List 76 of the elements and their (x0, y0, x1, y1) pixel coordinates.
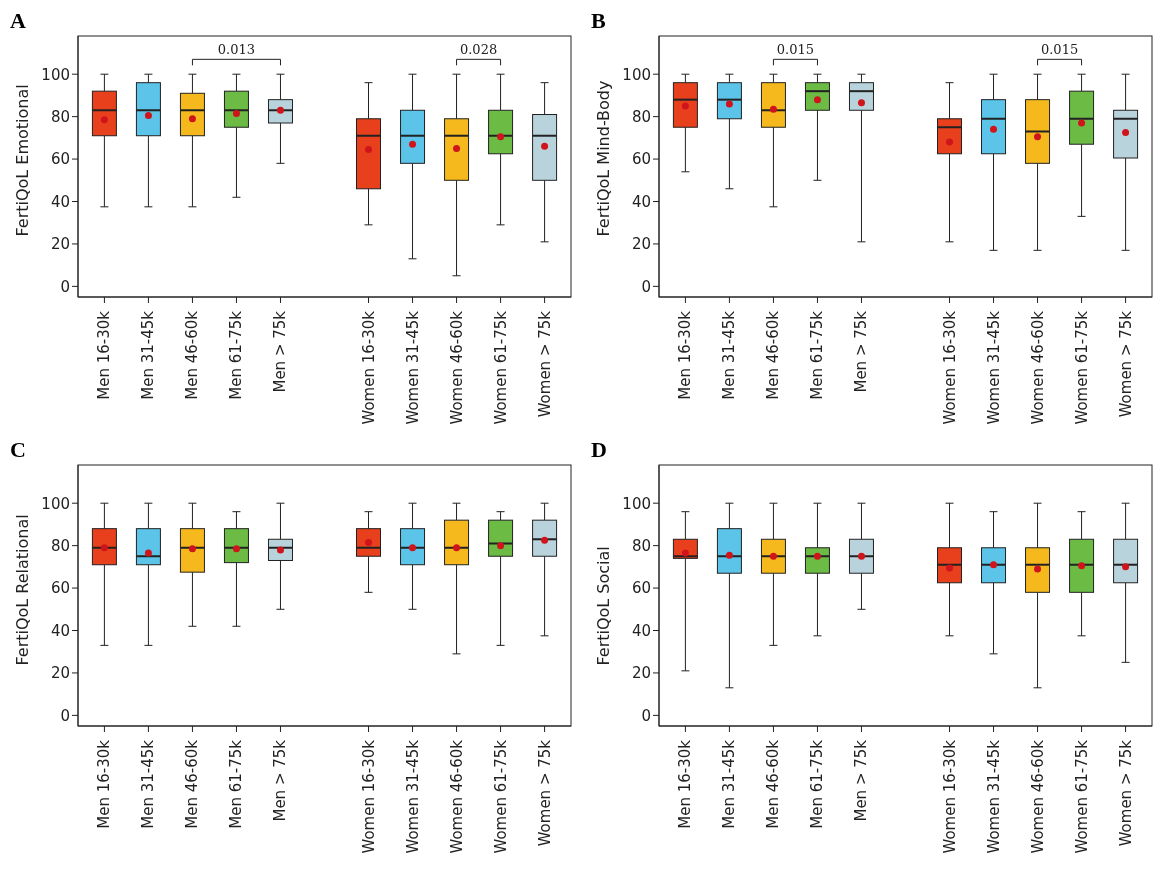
x-tick-label: Men 61-75k (808, 310, 827, 400)
y-tick-label: 80 (50, 107, 70, 126)
x-tick-label: Men 31-45k (720, 310, 739, 400)
y-tick-label: 100 (41, 494, 70, 513)
x-tick-label: Women > 75k (535, 310, 554, 418)
x-tick-label: Men 16-30k (676, 739, 695, 829)
x-tick-label: Men 16-30k (676, 310, 695, 400)
x-tick-label: Men 46-60k (764, 310, 783, 400)
x-tick-label: Women 46-60k (447, 310, 466, 425)
x-tick-label: Men 31-45k (720, 739, 739, 829)
y-tick-label: 80 (631, 536, 651, 555)
y-tick-label: 60 (50, 150, 70, 169)
x-tick-label: Men 46-60k (183, 310, 202, 400)
y-tick-label: 60 (631, 150, 651, 169)
y-axis-title: FertiQoL Mind-Body (593, 80, 613, 237)
x-tick-label: Women 16-30k (359, 310, 378, 425)
annotation: 0.015 (776, 42, 815, 58)
y-tick-label: 40 (631, 192, 651, 211)
y-tick-label: 80 (50, 536, 70, 555)
x-tick-label: Men 31-45k (139, 310, 158, 400)
x-tick-label: Men > 75k (271, 310, 290, 393)
y-axis-title: FertiQoL Social (593, 546, 613, 666)
x-tick-label: Women 31-45k (984, 739, 1003, 854)
y-axis-title: FertiQoL Relational (12, 514, 32, 666)
y-tick-label: 100 (41, 65, 70, 84)
y-tick-label: 20 (631, 664, 651, 683)
x-tick-label: Women 16-30k (940, 310, 959, 425)
x-tick-label: Women 61-75k (491, 310, 510, 425)
y-tick-label: 0 (60, 277, 70, 296)
x-tick-label: Women 61-75k (1072, 310, 1091, 425)
y-tick-label: 40 (50, 621, 70, 640)
x-tick-label: Women > 75k (1116, 739, 1135, 847)
x-tick-label: Women 46-60k (1028, 310, 1047, 425)
x-tick-label: Women 46-60k (447, 739, 466, 854)
chart-title: A (10, 8, 26, 34)
x-tick-label: Women 31-45k (984, 310, 1003, 425)
y-tick-label: 0 (641, 706, 651, 725)
y-tick-label: 60 (50, 579, 70, 598)
x-tick-label: Women 31-45k (403, 310, 422, 425)
y-tick-label: 0 (60, 706, 70, 725)
annotation: 0.015 (1040, 42, 1079, 58)
x-tick-label: Men 16-30k (95, 739, 114, 829)
chart-title: C (10, 437, 26, 463)
y-tick-label: 100 (622, 494, 651, 513)
x-tick-label: Women 16-30k (940, 739, 959, 854)
x-tick-label: Women > 75k (535, 739, 554, 847)
x-tick-label: Women > 75k (1116, 310, 1135, 418)
y-tick-label: 40 (631, 621, 651, 640)
y-tick-label: 0 (641, 277, 651, 296)
y-tick-label: 80 (631, 107, 651, 126)
x-tick-label: Men 61-75k (227, 739, 246, 829)
y-axis-title: FertiQoL Emotional (12, 84, 32, 237)
annotation: 0.013 (217, 42, 256, 58)
y-tick-label: 20 (631, 235, 651, 254)
x-tick-label: Women 31-45k (403, 739, 422, 854)
x-tick-label: Women 16-30k (359, 739, 378, 854)
x-tick-label: Men > 75k (271, 739, 290, 822)
x-tick-label: Men 31-45k (139, 739, 158, 829)
y-tick-label: 100 (622, 65, 651, 84)
x-tick-label: Men 46-60k (183, 739, 202, 829)
y-tick-label: 40 (50, 192, 70, 211)
x-tick-label: Women 61-75k (491, 739, 510, 854)
y-tick-label: 20 (50, 235, 70, 254)
chart-title: B (591, 8, 606, 34)
x-tick-label: Women 61-75k (1072, 739, 1091, 854)
x-tick-label: Women 46-60k (1028, 739, 1047, 854)
x-tick-label: Men > 75k (852, 310, 871, 393)
x-tick-label: Men > 75k (852, 739, 871, 822)
x-tick-label: Men 61-75k (808, 739, 827, 829)
x-tick-label: Men 46-60k (764, 739, 783, 829)
x-tick-label: Men 16-30k (95, 310, 114, 400)
chart-title: D (591, 437, 607, 463)
y-tick-label: 60 (631, 579, 651, 598)
annotation: 0.028 (459, 42, 498, 58)
x-tick-label: Men 61-75k (227, 310, 246, 400)
y-tick-label: 20 (50, 664, 70, 683)
